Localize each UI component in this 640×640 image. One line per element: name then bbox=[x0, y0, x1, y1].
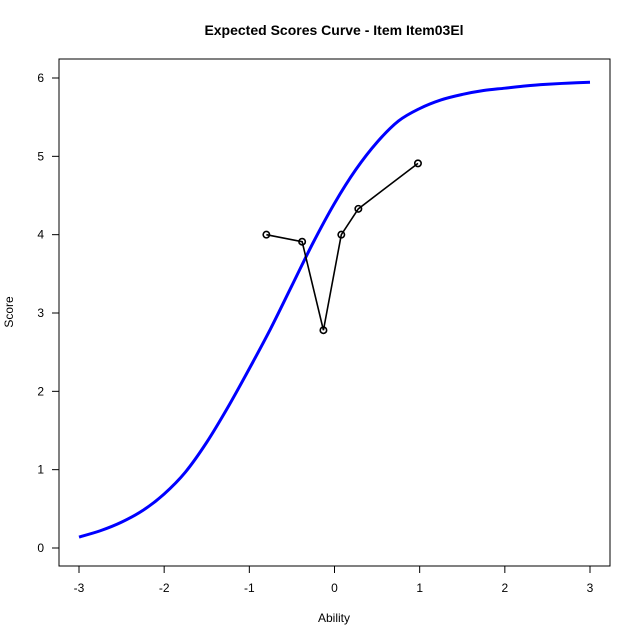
x-tick-label: -1 bbox=[244, 581, 255, 595]
y-tick-label: 2 bbox=[37, 384, 44, 398]
y-axis-label: Score bbox=[2, 296, 16, 328]
chart-title: Expected Scores Curve - Item Item03El bbox=[204, 22, 463, 38]
expected-score-curve bbox=[78, 80, 591, 539]
observed-score-point bbox=[319, 326, 328, 335]
x-axis-label: Ability bbox=[318, 611, 350, 625]
x-tick-label: 3 bbox=[587, 581, 594, 595]
observed-score-point bbox=[354, 204, 363, 213]
x-tick-label: -2 bbox=[159, 581, 170, 595]
observed-score-line bbox=[266, 162, 419, 331]
observed-score-point bbox=[337, 230, 346, 239]
observed-score-point bbox=[298, 237, 307, 246]
observed-score-point bbox=[262, 230, 271, 239]
plot-frame bbox=[58, 58, 611, 567]
x-tick-label: 0 bbox=[331, 581, 338, 595]
x-tick-label: -3 bbox=[74, 581, 85, 595]
y-tick-label: 1 bbox=[37, 463, 44, 477]
series-layer bbox=[78, 80, 591, 539]
x-axis: -3 -2 -1 0 1 2 3 bbox=[74, 566, 594, 595]
y-tick-label: 6 bbox=[37, 71, 44, 85]
x-tick-label: 1 bbox=[416, 581, 423, 595]
observed-score-point bbox=[413, 159, 422, 168]
y-tick-label: 3 bbox=[37, 306, 44, 320]
y-tick-label: 0 bbox=[37, 541, 44, 555]
y-tick-label: 5 bbox=[37, 149, 44, 163]
y-tick-label: 4 bbox=[37, 228, 44, 242]
y-axis: 0 1 2 3 4 5 6 bbox=[37, 71, 59, 555]
x-tick-label: 2 bbox=[501, 581, 508, 595]
